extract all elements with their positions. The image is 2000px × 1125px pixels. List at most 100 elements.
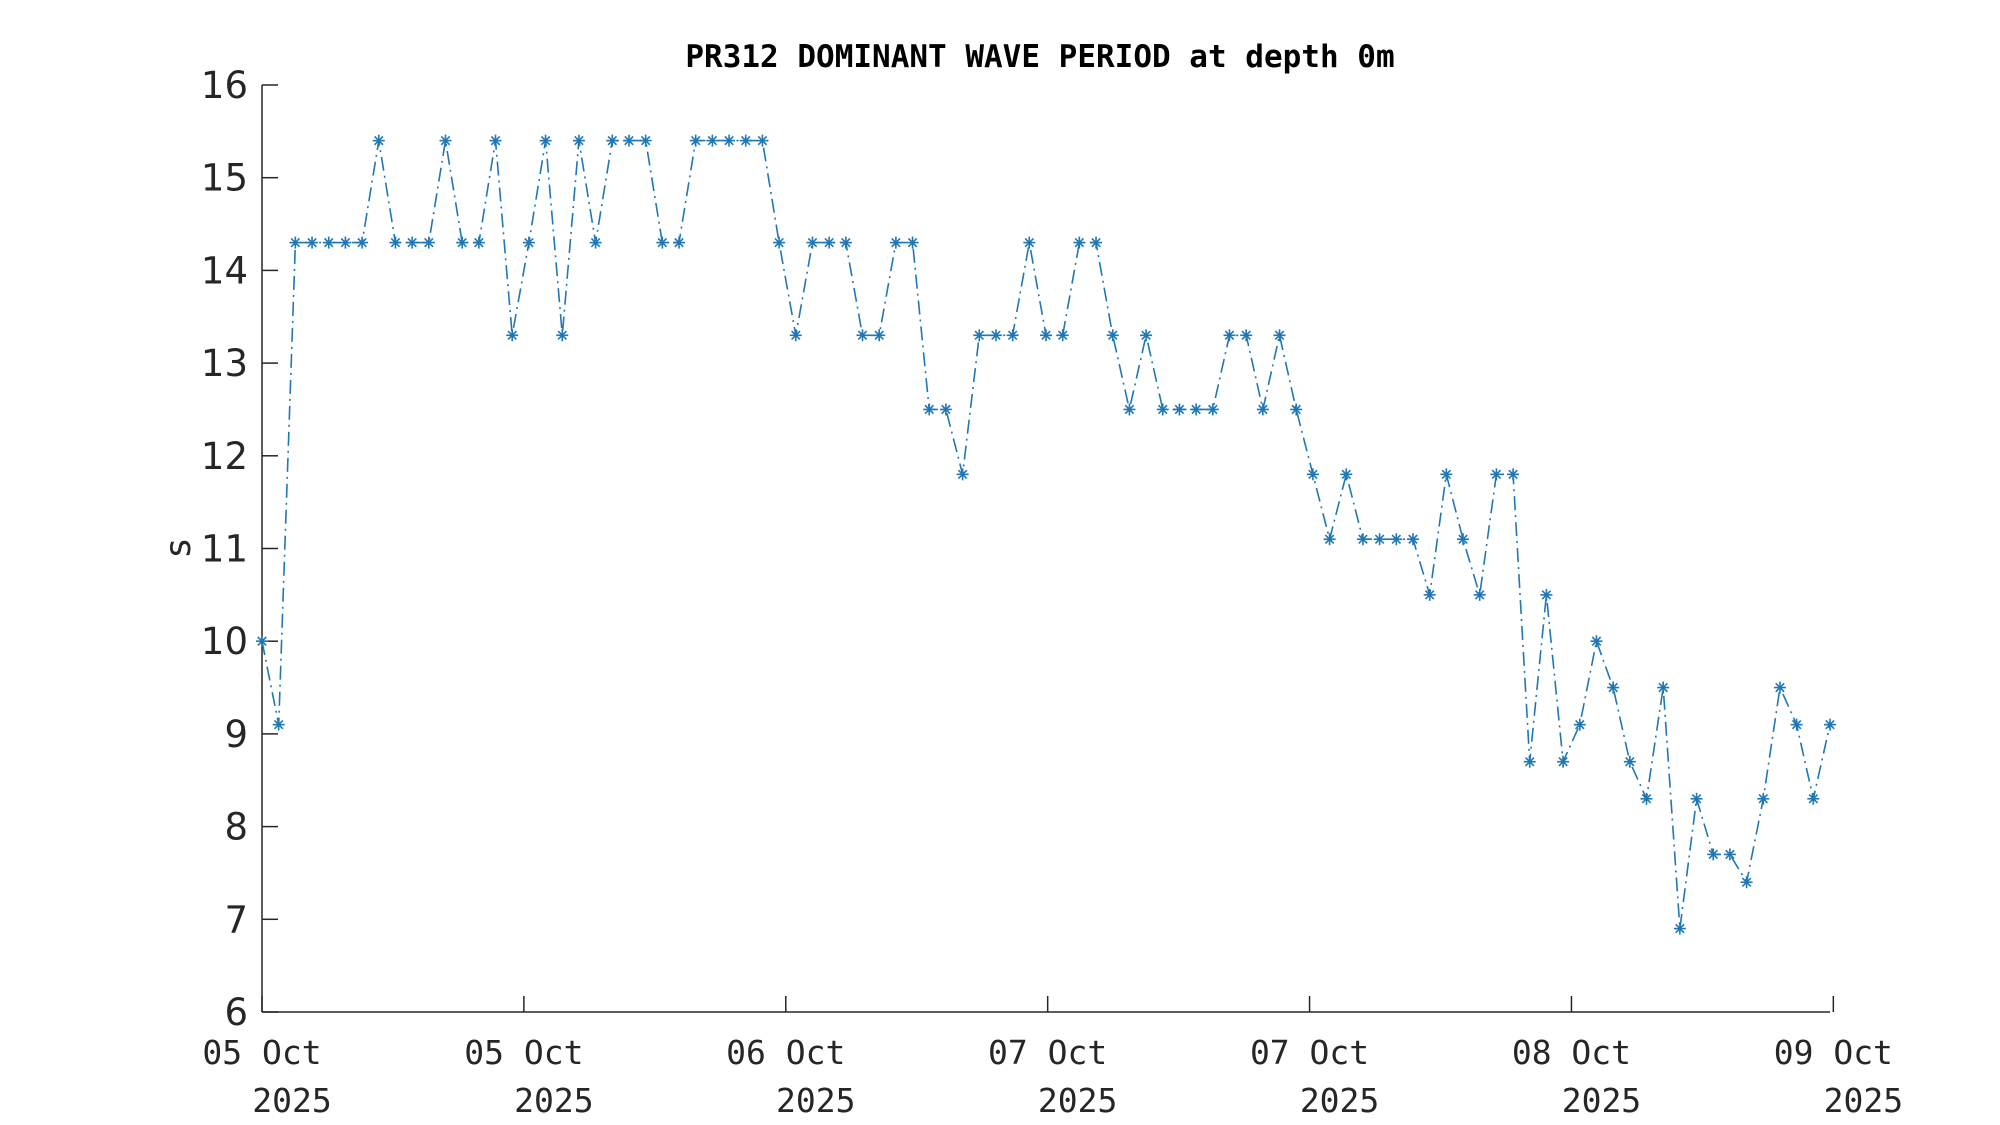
data-point [1323,533,1336,546]
data-point [823,236,836,249]
y-tick-label: 10 [201,620,248,663]
data-point [1273,329,1286,342]
data-point [539,134,552,147]
data-point [1173,403,1186,416]
data-point [1440,468,1453,481]
data-point [1406,533,1419,546]
data-point [389,236,402,249]
data-point [522,236,535,249]
data-point [1206,403,1219,416]
data-point [1590,635,1603,648]
data-point [639,134,652,147]
data-point [739,134,752,147]
plot-series [256,134,1836,935]
data-point [1723,848,1736,861]
x-tick-label-date: 05 Oct [202,1033,321,1072]
data-point [1340,468,1353,481]
x-tick-label-date: 09 Oct [1774,1033,1893,1072]
data-point [422,236,435,249]
x-tick-label-year: 2025 [252,1081,331,1120]
data-point [1240,329,1253,342]
data-point [939,403,952,416]
data-point [673,236,686,249]
x-tick-label-year: 2025 [1038,1081,1117,1120]
data-point [1690,792,1703,805]
y-tick-label: 6 [224,991,248,1034]
data-point [656,236,669,249]
data-point [1090,236,1103,249]
data-point [306,236,319,249]
data-point [589,236,602,249]
y-tick-label: 8 [224,806,248,849]
data-point [289,236,302,249]
data-point [572,134,585,147]
data-point [789,329,802,342]
data-point [322,236,335,249]
y-tick-label: 11 [201,528,248,571]
data-point [1673,922,1686,935]
data-point [1223,329,1236,342]
x-tick-label-date: 07 Oct [1250,1033,1369,1072]
data-point [1623,755,1636,768]
data-point [956,468,969,481]
data-point [406,236,419,249]
data-point [706,134,719,147]
x-tick-label-year: 2025 [1562,1081,1641,1120]
data-point [1290,403,1303,416]
x-tick-label-year: 2025 [1300,1081,1379,1120]
x-tick-label-date: 08 Oct [1512,1033,1631,1072]
data-point [1573,718,1586,731]
data-point [1507,468,1520,481]
data-point [1757,792,1770,805]
data-point [1006,329,1019,342]
data-point [923,403,936,416]
data-point [272,718,285,731]
data-point [689,134,702,147]
y-tick-label: 9 [224,713,248,756]
data-point [339,236,352,249]
x-tick-label-year: 2025 [1824,1081,1903,1120]
data-point [1140,329,1153,342]
data-point [1106,329,1119,342]
data-point [1123,403,1136,416]
axes [261,85,1830,1013]
data-point [356,236,369,249]
data-point [1373,533,1386,546]
data-point [439,134,452,147]
data-point [1657,681,1670,694]
y-axis-ticks: 6 7 8 9 10 11 12 13 14 15 16 [201,64,278,1034]
data-point [1707,848,1720,861]
data-point [256,635,268,648]
x-axis-ticks: 05 Oct 2025 05 Oct 2025 06 Oct 2025 07 Oct 2025… [202,996,1903,1120]
y-tick-label: 15 [201,157,248,200]
data-point [1557,755,1570,768]
x-tick-label-date: 07 Oct [988,1033,1107,1072]
x-tick-label-date: 05 Oct [464,1033,583,1072]
data-point [1190,403,1203,416]
data-point [856,329,869,342]
data-point [1073,236,1086,249]
y-tick-label: 13 [201,342,248,385]
data-point [773,236,786,249]
x-tick-label-year: 2025 [776,1081,855,1120]
y-tick-label: 16 [201,64,248,107]
data-point [723,134,736,147]
x-tick-label-year: 2025 [514,1081,593,1120]
data-point [1390,533,1403,546]
data-point [1473,588,1486,601]
data-point [1773,681,1786,694]
data-point [1056,329,1069,342]
data-point [1824,718,1836,731]
data-point [1523,755,1536,768]
data-point [1356,533,1369,546]
data-point [1156,403,1169,416]
data-point [1490,468,1503,481]
data-point [1740,876,1753,889]
data-point [989,329,1002,342]
y-axis-label: s [158,537,199,559]
y-tick-label: 12 [201,435,248,478]
data-point [489,134,502,147]
data-point [1040,329,1052,342]
y-tick-label: 7 [224,898,248,941]
